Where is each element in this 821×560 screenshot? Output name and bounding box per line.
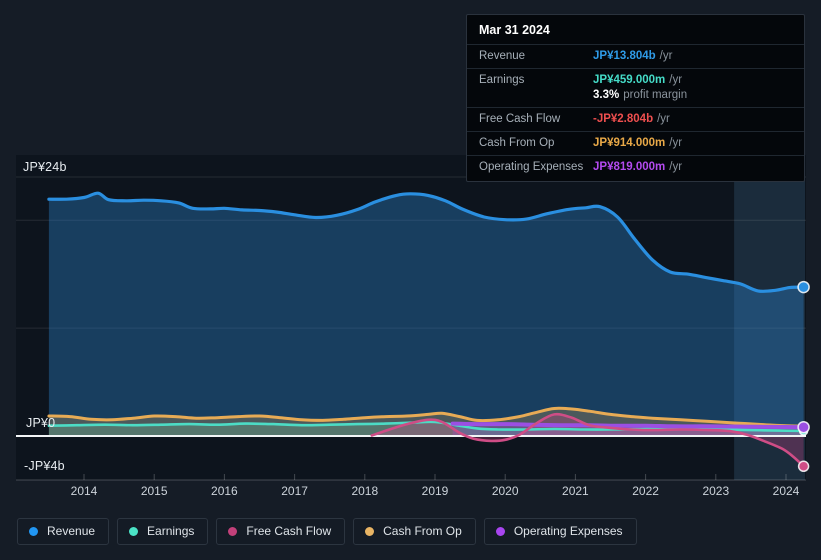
legend-item-operating-expenses[interactable]: Operating Expenses bbox=[483, 518, 637, 545]
x-axis-label: 2022 bbox=[632, 484, 659, 498]
earnings-area bbox=[48, 421, 804, 436]
x-axis-label: 2019 bbox=[421, 484, 449, 498]
legend-item-free-cash-flow[interactable]: Free Cash Flow bbox=[216, 518, 346, 545]
tooltip-row-value: JP¥459.000m bbox=[593, 74, 666, 86]
revenue-area bbox=[48, 193, 804, 436]
legend-label: Operating Expenses bbox=[513, 524, 623, 538]
earnings-legend-dot bbox=[129, 527, 139, 536]
revenue-end-dot[interactable] bbox=[797, 280, 810, 294]
x-axis-label: 2021 bbox=[562, 484, 589, 498]
legend-item-cash-from-op[interactable]: Cash From Op bbox=[353, 518, 476, 545]
legend-label: Earnings bbox=[147, 524, 195, 538]
tooltip-row-suffix: /yr bbox=[669, 74, 683, 86]
y-axis-label-zero: JP¥0 bbox=[26, 416, 56, 430]
legend-item-earnings[interactable]: Earnings bbox=[117, 518, 209, 545]
cash-from-op-legend-dot bbox=[365, 527, 375, 536]
tooltip-row-label: Operating Expenses bbox=[479, 161, 584, 173]
free-cash-flow-line bbox=[370, 412, 805, 468]
tooltip-row-label: Cash From Op bbox=[479, 137, 555, 149]
revenue-legend-dot bbox=[29, 527, 38, 536]
legend-label: Cash From Op bbox=[383, 524, 462, 538]
free-cash-flow-end-dot[interactable] bbox=[797, 460, 810, 473]
tooltip-row-suffix: /yr bbox=[669, 161, 683, 173]
tooltip-row-earnings: Earnings JP¥459.000m/yr 3.3% profit margin bbox=[467, 69, 804, 108]
x-axis-label: 2023 bbox=[702, 484, 730, 498]
x-axis-label: 2016 bbox=[211, 484, 238, 498]
tooltip-row-value: JP¥819.000m bbox=[593, 161, 666, 173]
legend-label: Free Cash Flow bbox=[246, 524, 332, 538]
tooltip-row-value: JP¥13.804b bbox=[593, 50, 656, 62]
tooltip-row-label: Revenue bbox=[479, 50, 526, 62]
tooltip-profit-margin-text: profit margin bbox=[623, 89, 688, 101]
x-axis-label: 2014 bbox=[70, 484, 98, 498]
free-cash-flow-legend-dot bbox=[228, 527, 238, 536]
legend: Revenue Earnings Free Cash Flow Cash From O… bbox=[17, 518, 637, 545]
tooltip-profit-margin-value: 3.3% bbox=[593, 89, 620, 101]
tooltip-row-cash-from-op: Cash From Op JP¥914.000m/yr bbox=[467, 132, 804, 156]
cash-from-op-line bbox=[47, 406, 806, 428]
tooltip-date: Mar 31 2024 bbox=[467, 15, 804, 45]
x-axis-label: 2024 bbox=[772, 484, 800, 498]
operating-expenses-end-dot[interactable] bbox=[797, 420, 810, 434]
tooltip-row-operating-expenses: Operating Expenses JP¥819.000m/yr bbox=[467, 156, 804, 181]
legend-item-revenue[interactable]: Revenue bbox=[17, 518, 110, 545]
y-axis-label-min: -JP¥4b bbox=[24, 459, 65, 473]
tooltip-row-free-cash-flow: Free Cash Flow -JP¥2.804b/yr bbox=[467, 108, 804, 132]
y-axis-label-max: JP¥24b bbox=[23, 160, 67, 174]
x-axis-label: 2018 bbox=[351, 484, 379, 498]
operating-expenses-line bbox=[450, 421, 806, 430]
legend-label: Revenue bbox=[47, 524, 96, 538]
x-axis-label: 2017 bbox=[281, 484, 308, 498]
tooltip-row-label: Free Cash Flow bbox=[479, 113, 561, 125]
tooltip: Mar 31 2024 Revenue JP¥13.804b/yr Earnings… bbox=[466, 14, 805, 182]
tooltip-row-value: JP¥914.000m bbox=[593, 137, 666, 149]
operating-expenses-legend-dot bbox=[495, 527, 505, 536]
tooltip-row-value: -JP¥2.804b bbox=[593, 113, 654, 125]
x-axis-label: 2020 bbox=[491, 484, 519, 498]
tooltip-row-label: Earnings bbox=[479, 74, 525, 86]
tooltip-row-revenue: Revenue JP¥13.804b/yr bbox=[467, 45, 804, 69]
tooltip-row-suffix: /yr bbox=[657, 113, 670, 125]
tooltip-row-suffix: /yr bbox=[669, 137, 683, 149]
x-axis-label: 2015 bbox=[140, 484, 168, 498]
tooltip-row-suffix: /yr bbox=[659, 50, 673, 62]
revenue-line bbox=[47, 191, 806, 293]
